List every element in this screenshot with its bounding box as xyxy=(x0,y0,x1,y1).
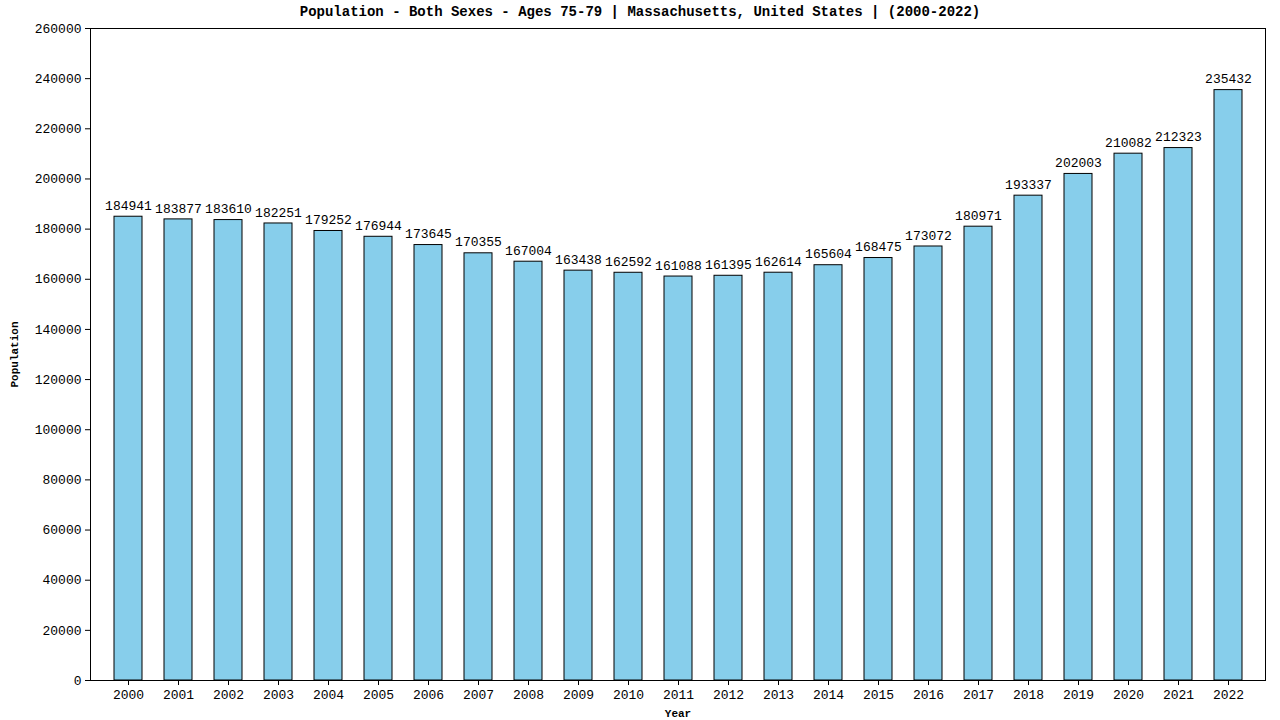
svg-text:120000: 120000 xyxy=(35,373,82,388)
svg-text:173072: 173072 xyxy=(905,229,952,244)
svg-text:180000: 180000 xyxy=(35,222,82,237)
svg-text:182251: 182251 xyxy=(255,206,302,221)
svg-text:170355: 170355 xyxy=(455,235,502,250)
svg-text:179252: 179252 xyxy=(305,213,352,228)
svg-text:2019: 2019 xyxy=(1063,688,1094,703)
svg-text:184941: 184941 xyxy=(105,199,152,214)
svg-text:2013: 2013 xyxy=(763,688,794,703)
svg-text:193337: 193337 xyxy=(1005,178,1052,193)
svg-text:235432: 235432 xyxy=(1205,72,1252,87)
svg-text:Population: Population xyxy=(9,321,21,387)
svg-text:2007: 2007 xyxy=(463,688,494,703)
svg-text:183877: 183877 xyxy=(155,202,202,217)
svg-text:2006: 2006 xyxy=(413,688,444,703)
svg-text:161088: 161088 xyxy=(655,259,702,274)
svg-text:60000: 60000 xyxy=(42,523,81,538)
svg-text:2010: 2010 xyxy=(613,688,644,703)
svg-text:2014: 2014 xyxy=(813,688,844,703)
svg-text:167004: 167004 xyxy=(505,244,552,259)
svg-text:40000: 40000 xyxy=(42,573,81,588)
svg-text:2000: 2000 xyxy=(113,688,144,703)
svg-text:161395: 161395 xyxy=(705,258,752,273)
svg-text:212323: 212323 xyxy=(1155,130,1202,145)
svg-text:168475: 168475 xyxy=(855,240,902,255)
svg-text:140000: 140000 xyxy=(35,323,82,338)
svg-text:162614: 162614 xyxy=(755,255,802,270)
svg-text:2008: 2008 xyxy=(513,688,544,703)
svg-text:2018: 2018 xyxy=(1013,688,1044,703)
svg-text:240000: 240000 xyxy=(35,72,82,87)
html-text:Population - Both Sexes - Ages: Population - Both Sexes - Ages 75-79 | M… xyxy=(299,4,981,20)
svg-text:2004: 2004 xyxy=(313,688,344,703)
svg-text:160000: 160000 xyxy=(35,272,82,287)
svg-text:2017: 2017 xyxy=(963,688,994,703)
svg-text:176944: 176944 xyxy=(355,219,402,234)
svg-text:2021: 2021 xyxy=(1163,688,1194,703)
svg-text:165604: 165604 xyxy=(805,247,852,262)
svg-text:220000: 220000 xyxy=(35,122,82,137)
svg-text:Year: Year xyxy=(665,708,691,720)
svg-text:2015: 2015 xyxy=(863,688,894,703)
svg-text:2011: 2011 xyxy=(663,688,694,703)
svg-text:0: 0 xyxy=(74,674,82,689)
svg-text:2009: 2009 xyxy=(563,688,594,703)
svg-text:20000: 20000 xyxy=(42,624,81,639)
svg-text:2016: 2016 xyxy=(913,688,944,703)
svg-text:2003: 2003 xyxy=(263,688,294,703)
svg-text:180971: 180971 xyxy=(955,209,1002,224)
svg-text:2002: 2002 xyxy=(213,688,244,703)
svg-text:2012: 2012 xyxy=(713,688,744,703)
svg-text:2005: 2005 xyxy=(363,688,394,703)
svg-text:210082: 210082 xyxy=(1105,136,1152,151)
svg-text:2001: 2001 xyxy=(163,688,194,703)
svg-text:2020: 2020 xyxy=(1113,688,1144,703)
svg-text:163438: 163438 xyxy=(555,253,602,268)
svg-text:162592: 162592 xyxy=(605,255,652,270)
svg-text:260000: 260000 xyxy=(35,24,82,37)
svg-text:173645: 173645 xyxy=(405,227,452,242)
svg-text:202003: 202003 xyxy=(1055,156,1102,171)
svg-text:80000: 80000 xyxy=(42,473,81,488)
svg-text:200000: 200000 xyxy=(35,172,82,187)
svg-text:100000: 100000 xyxy=(35,423,82,438)
svg-text:2022: 2022 xyxy=(1213,688,1244,703)
svg-text:183610: 183610 xyxy=(205,202,252,217)
